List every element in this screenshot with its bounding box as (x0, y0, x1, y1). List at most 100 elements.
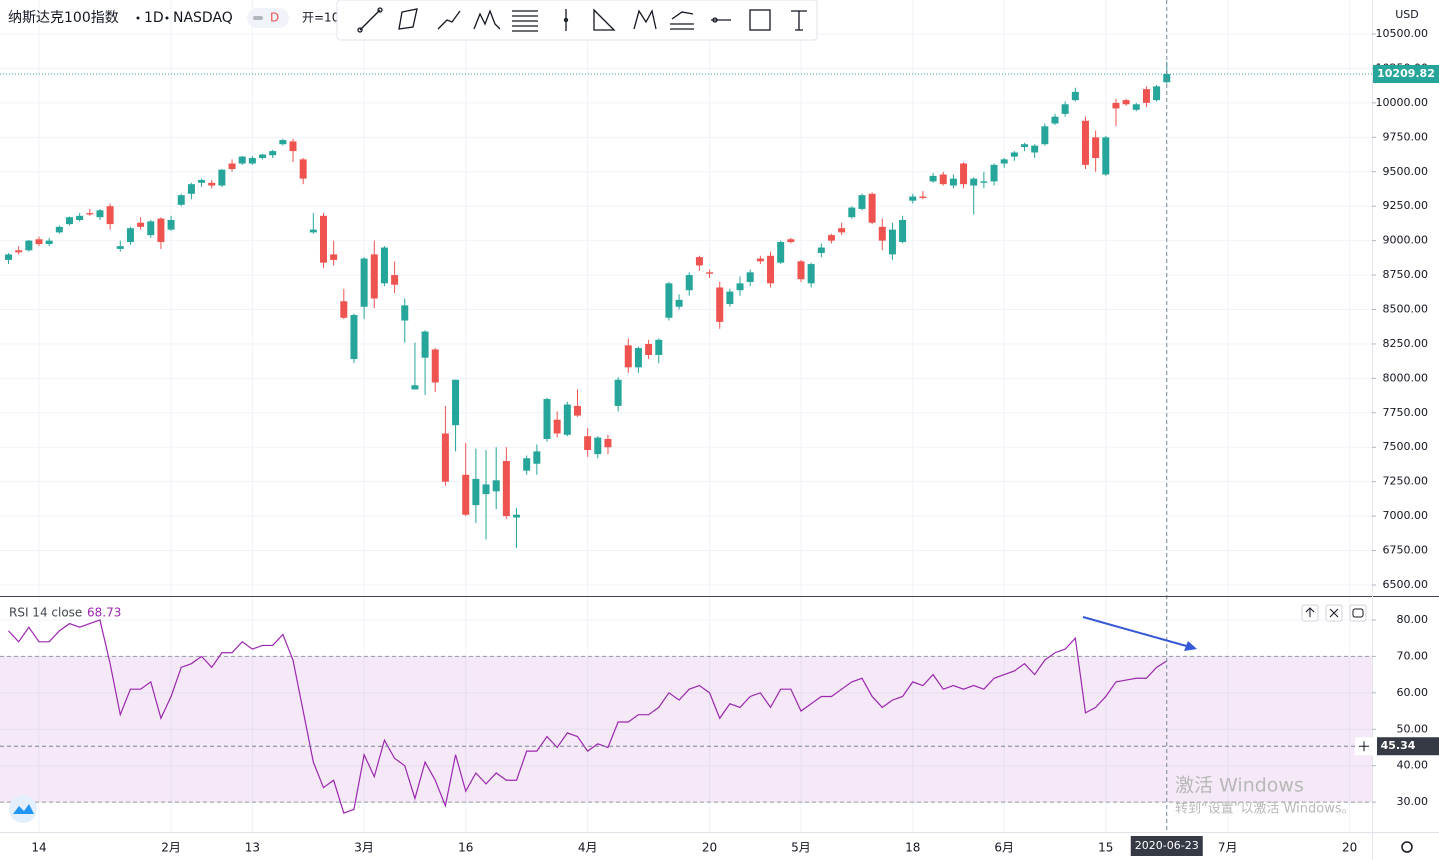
candle-body (452, 379, 460, 426)
candle-body (939, 174, 947, 185)
interval[interactable]: 1D (144, 10, 164, 26)
candle-body (106, 206, 114, 225)
tool-rectangle[interactable] (749, 9, 771, 31)
candle-body (807, 264, 815, 284)
candle-body (1081, 120, 1089, 165)
candle-body (858, 195, 866, 209)
symbol-name[interactable]: 纳斯达克100指数 (8, 10, 119, 26)
y-tick-label: 9750.00 (1383, 130, 1429, 143)
tool-text[interactable] (791, 10, 807, 31)
candle-body (543, 399, 551, 439)
grid-layer (0, 0, 1372, 832)
y-tick-label: 50.00 (1397, 722, 1429, 735)
x-tick-label: 4月 (578, 841, 598, 855)
candle-body (706, 272, 714, 274)
candle-body (1041, 126, 1049, 145)
icon-maximize (1352, 608, 1364, 618)
crosshair-date-tag (1130, 836, 1203, 856)
y-tick-label: 80.00 (1397, 613, 1429, 626)
candle-body (685, 275, 693, 291)
candle-body (401, 305, 409, 321)
candle-body (1092, 137, 1100, 158)
candle-body (716, 287, 724, 322)
tool-xabcd[interactable] (633, 9, 657, 30)
candle-body (218, 169, 226, 186)
candle-body (838, 228, 846, 233)
candle-body (848, 207, 856, 218)
status-badge[interactable] (247, 8, 289, 28)
x-tick-label: 15 (1098, 841, 1113, 855)
y-tick-label: 8500.00 (1383, 303, 1429, 316)
candle-body (1122, 100, 1130, 105)
candle-body (614, 379, 622, 406)
y-tick-label: 40.00 (1397, 759, 1429, 772)
badge-letter: D (270, 11, 279, 25)
candle-body (360, 258, 368, 307)
tool-vertical[interactable] (563, 9, 569, 31)
candle-body (726, 291, 734, 304)
candle-body (45, 240, 53, 245)
settings-button[interactable] (1401, 841, 1413, 853)
badge-dot (253, 16, 263, 20)
candle-body (919, 196, 927, 198)
candle-body (949, 178, 957, 186)
candle-body (502, 461, 510, 517)
tool-polygon[interactable] (398, 8, 418, 30)
crosshair-value-label: 45.34 (1381, 739, 1416, 752)
candle-body (817, 247, 825, 254)
x-tick-label: 16 (458, 841, 473, 855)
y-tick-label: 6500.00 (1383, 578, 1429, 591)
candle-body (1142, 89, 1150, 103)
tool-trend-line[interactable] (357, 7, 383, 33)
candle-body (76, 215, 84, 220)
candle-body (1132, 104, 1140, 110)
last-price-tag (1373, 64, 1439, 83)
y-tick-label: 7750.00 (1383, 406, 1429, 419)
overlay-layer: 纳斯达克100指数 1D NASDAQ D 开=10 激活 Windows (8, 0, 1413, 853)
y-tick-label: 9250.00 (1383, 199, 1429, 212)
candle-body (868, 193, 876, 223)
y-tick-label: 7500.00 (1383, 440, 1429, 453)
candle-body (584, 436, 592, 450)
drawing-toolbar (336, 0, 818, 41)
candle-body (421, 331, 429, 358)
x-tick-label: 7月 (1218, 841, 1238, 855)
tool-angle[interactable] (593, 8, 616, 31)
y-tick-label: 8750.00 (1383, 268, 1429, 281)
annotation-arrow (1082, 616, 1191, 648)
y-tick-label: 7250.00 (1383, 475, 1429, 488)
x-tick-label: 2月 (161, 841, 181, 855)
tool-forecast[interactable] (670, 11, 694, 30)
candle-body (888, 229, 896, 255)
crosshair-value-tag (1377, 737, 1439, 756)
logo-button[interactable] (9, 795, 37, 823)
candle-body (634, 348, 642, 368)
x-tick-label: 14 (31, 841, 46, 855)
candle-body (289, 141, 297, 152)
candle-body (797, 261, 805, 280)
y-tick-label: 8250.00 (1383, 337, 1429, 350)
tool-path[interactable] (437, 10, 461, 30)
tool-pattern[interactable] (473, 9, 501, 30)
candle-body (319, 215, 327, 263)
candle-body (208, 182, 216, 186)
y-tick-label: 10500.00 (1376, 27, 1429, 40)
icon-close (1329, 608, 1339, 618)
candle-body (279, 140, 287, 145)
candle-body (96, 210, 104, 218)
pane-maximize-button[interactable] (1349, 604, 1367, 622)
candle-body (126, 228, 134, 243)
candle-body (147, 221, 155, 236)
candle-body (533, 451, 541, 464)
candle-body (167, 219, 175, 230)
candle-body (137, 222, 145, 227)
candle-body (777, 242, 785, 263)
y-tick-label: 9000.00 (1383, 234, 1429, 247)
candle-body (391, 275, 399, 285)
tool-horizontal[interactable] (711, 17, 731, 23)
candle-body (482, 484, 490, 495)
watermark-title: 激活 Windows (1175, 775, 1304, 797)
candle-body (960, 163, 968, 185)
tool-fib[interactable] (512, 10, 538, 32)
